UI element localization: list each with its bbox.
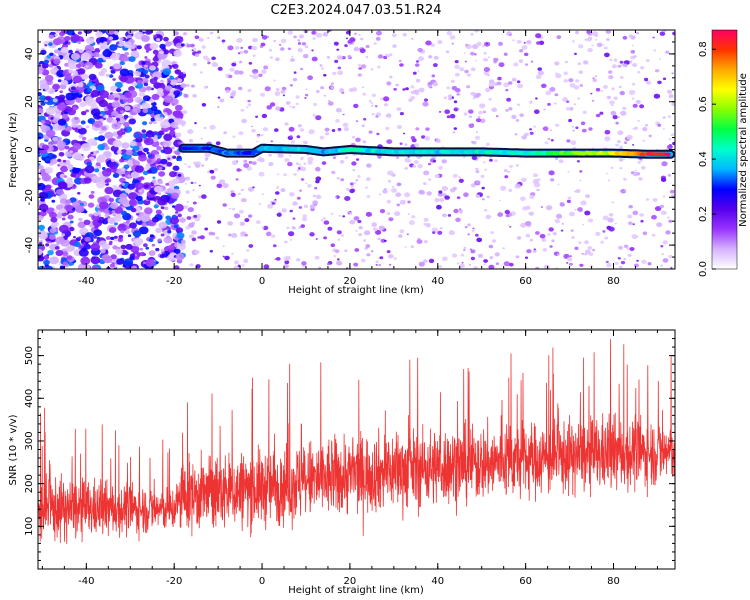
snr-x-tick-label: 0 <box>259 576 265 587</box>
noise-speckles <box>38 30 675 269</box>
snr-x-tick-label: -40 <box>78 576 94 587</box>
spectrogram-plot-area <box>38 30 675 269</box>
snr-y-label: SNR (10 * v/v) <box>8 414 19 485</box>
spectrogram-y-label: Frequency (Hz) <box>8 112 19 188</box>
snr-x-tick-label: -20 <box>166 576 182 587</box>
spectrogram-x-tick-label: -40 <box>78 276 94 287</box>
snr-y-tick-label: 200 <box>24 474 35 493</box>
colorbar-tick-label: 0.2 <box>698 206 709 222</box>
spectrogram-y-tick-label: 20 <box>24 95 35 108</box>
colorbar: 0.0 0.2 0.4 0.6 0.8 Normalized spectral ampl… <box>698 29 749 277</box>
colorbar-gradient <box>712 30 737 269</box>
spectrogram-panel: -40 -20 0 20 40 60 80 -40 -20 0 20 40 Height of st… <box>8 29 676 296</box>
spectrogram-x-tick-label: 20 <box>344 276 357 287</box>
snr-x-tick-label: 60 <box>519 576 532 587</box>
colorbar-tick-label: 0.8 <box>698 41 709 57</box>
colorbar-ticks: 0.0 0.2 0.4 0.6 0.8 <box>698 41 716 277</box>
snr-y-tick-label: 300 <box>24 431 35 450</box>
spectrogram-y-ticks: -40 -20 0 20 40 <box>24 29 675 270</box>
spectrogram-x-tick-label: 40 <box>431 276 444 287</box>
colorbar-label: Normalized spectral amplitude <box>738 73 749 227</box>
colorbar-tick-label: 0.0 <box>698 261 709 277</box>
snr-y-tick-label: 100 <box>24 517 35 536</box>
snr-x-tick-label: 40 <box>431 576 444 587</box>
spectrogram-y-tick-label: -20 <box>24 189 35 205</box>
snr-panel: -40 -20 0 20 40 60 80 100 200 300 400 500 Height o… <box>8 329 676 596</box>
snr-y-ticks: 100 200 300 400 500 <box>24 329 675 570</box>
snr-y-tick-label: 400 <box>24 389 35 408</box>
spectrogram-y-tick-label: 0 <box>24 146 35 152</box>
snr-x-tick-label: 20 <box>344 576 357 587</box>
spectrogram-x-tick-label: 60 <box>519 276 532 287</box>
snr-x-label: Height of straight line (km) <box>288 585 424 596</box>
snr-x-tick-label: 80 <box>607 576 620 587</box>
snr-y-tick-label: 500 <box>24 346 35 365</box>
snr-plot-area <box>38 339 675 544</box>
spectrogram-x-ticks: -40 -20 0 20 40 60 80 <box>41 30 658 287</box>
colorbar-tick-label: 0.6 <box>698 96 709 112</box>
snr-x-ticks: -40 -20 0 20 40 60 80 <box>41 330 658 587</box>
spectrogram-x-tick-label: 80 <box>607 276 620 287</box>
spectrogram-y-tick-label: -40 <box>24 237 35 253</box>
spectrogram-y-tick-label: 40 <box>24 48 35 61</box>
spectrogram-x-tick-label: -20 <box>166 276 182 287</box>
colorbar-frame <box>711 29 738 270</box>
spectrogram-x-label: Height of straight line (km) <box>288 285 424 296</box>
signal-band <box>178 143 675 159</box>
spectrogram-x-tick-label: 0 <box>259 276 265 287</box>
colorbar-tick-label: 0.4 <box>698 151 709 167</box>
snr-series-line <box>38 339 675 544</box>
figure-title: C2E3.2024.047.03.51.R24 <box>270 3 441 18</box>
